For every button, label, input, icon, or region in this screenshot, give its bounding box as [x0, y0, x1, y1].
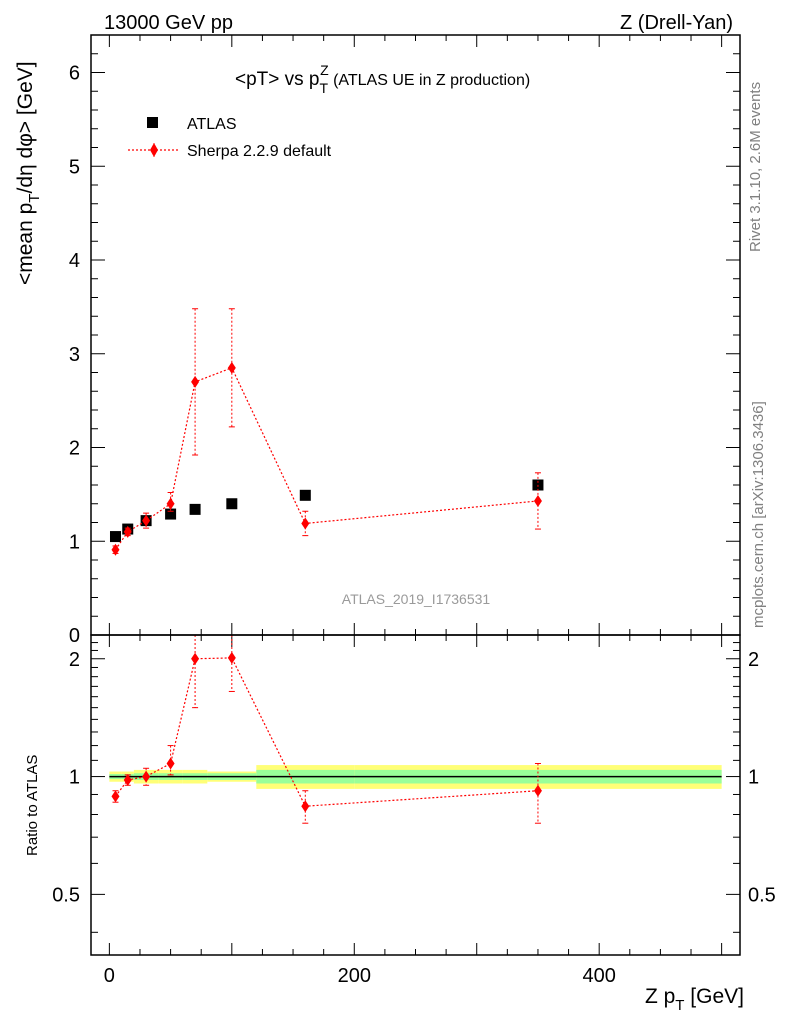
sherpa-point [111, 543, 120, 556]
legend-sherpa-label: Sherpa 2.2.9 default [187, 143, 332, 160]
ratio-y-axis-title: Ratio to ATLAS [24, 755, 41, 856]
ratio-point [166, 757, 175, 770]
ratio-y-tick-label-right: 1 [748, 767, 759, 789]
ratio-point [301, 800, 310, 813]
rivet-version-label: Rivet 3.1.10, 2.6M events [747, 82, 764, 252]
ratio-y-tick-label: 0.5 [52, 884, 80, 906]
y-tick-label: 1 [69, 531, 80, 553]
sherpa-point [227, 361, 236, 374]
y-tick-label: 5 [69, 156, 80, 178]
ratio-y-tick-label: 1 [69, 767, 80, 789]
ratio-axis-ticks: 0 200 400 0.5 0.5 1 1 2 2 [52, 635, 776, 987]
atlas-point [189, 503, 201, 515]
ratio-uncertainty-band [109, 765, 722, 789]
main-axis-ticks: 0 1 2 3 4 5 6 [69, 34, 740, 647]
sherpa-point [123, 525, 132, 538]
atlas-point [226, 498, 238, 510]
ratio-y-tick-label-right: 2 [748, 649, 759, 671]
energy-label: 13000 GeV pp [104, 12, 233, 34]
mcplots-label: mcplots.cern.ch [arXiv:1306.3436] [750, 401, 767, 628]
sherpa-point [301, 517, 310, 530]
ratio-point [111, 790, 120, 803]
legend-atlas-marker [147, 117, 158, 128]
ratio-series [111, 635, 542, 824]
legend-atlas-label: ATLAS [187, 116, 237, 133]
atlas-point [299, 489, 311, 501]
y-tick-label: 4 [69, 250, 80, 272]
ratio-point [533, 784, 542, 797]
analysis-id-label: ATLAS_2019_I1736531 [342, 591, 491, 607]
y-tick-label: 0 [69, 625, 80, 647]
sherpa-point [166, 497, 175, 510]
ratio-line [115, 657, 538, 807]
x-tick-label: 200 [338, 965, 371, 987]
y-tick-label: 3 [69, 344, 80, 366]
y-tick-label: 6 [69, 63, 80, 85]
y-tick-label: 2 [69, 438, 80, 460]
plot-title: <pT> vs pTZ (ATLAS UE in Z production) [235, 62, 530, 96]
ratio-point [227, 651, 236, 664]
sherpa-point [191, 375, 200, 388]
sherpa-point [142, 514, 151, 527]
legend-sherpa-marker [150, 143, 158, 157]
sherpa-line [114, 367, 539, 551]
legend: ATLAS Sherpa 2.2.9 default [128, 116, 332, 160]
ratio-point [191, 652, 200, 665]
ratio-y-tick-label-right: 0.5 [748, 884, 776, 906]
x-axis-title: Z pT [GeV] [645, 985, 744, 1014]
main-series [109, 308, 544, 556]
sherpa-point [533, 494, 542, 507]
y-axis-title: <mean pT/dη dφ> [GeV] [14, 61, 43, 285]
atlas-point [109, 531, 121, 543]
ratio-point [123, 773, 132, 786]
ratio-y-tick-label: 2 [69, 649, 80, 671]
atlas-point [165, 508, 177, 520]
ratio-point [142, 770, 151, 783]
process-label: Z (Drell-Yan) [620, 12, 733, 34]
x-tick-label: 400 [582, 965, 615, 987]
x-tick-label: 0 [104, 965, 115, 987]
ratio-plot-frame [90, 634, 741, 956]
